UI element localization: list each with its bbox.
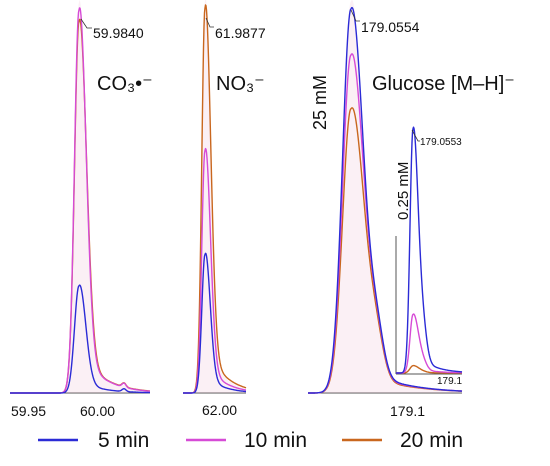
panel1-tick-2: 60.00 [80,403,115,419]
inset-peak-label: 179.0553 [420,137,462,148]
panel1-fill-band [10,0,150,393]
legend-label-20min: 20 min [400,429,463,452]
panel4-series-5min [395,126,463,374]
panel4-series-10min [395,313,463,374]
inset-tick-1: 179.1 [437,376,462,387]
legend-label-5min: 5 min [98,429,149,452]
panel2-fill-band [183,0,246,393]
panel3-concentration-label: 25 mM [310,75,330,130]
inset-peak-leader [411,129,420,142]
panel2-peak-leader [205,17,214,28]
series-layer [9,0,463,394]
legend: 5 min 10 min 20 min [38,429,463,452]
panel1-peak-label: 59.9840 [93,25,144,41]
panel3-peak-label: 179.0554 [361,19,420,35]
panel1-tick-1: 59.95 [11,403,46,419]
panel2-series-5min [182,252,247,394]
panel3-tick-1: 179.1 [390,403,425,419]
panel3-series-5min [307,6,463,394]
panel2-tick-1: 62.00 [202,402,237,418]
inset-concentration-label: 0.25 mM [395,162,412,220]
panel3-title: Glucose [M–H]⁻ [372,73,515,95]
panel2-title: NO₃⁻ [216,73,265,95]
panel1-series-5min [9,284,151,394]
plot-background [8,8,542,458]
panel3-peak-leader [350,9,360,22]
panel2-peak-label: 61.9877 [215,25,266,41]
legend-label-10min: 10 min [244,429,307,452]
panel1-title: CO₃•⁻ [97,73,153,95]
panel1-peak-leader [80,18,92,29]
